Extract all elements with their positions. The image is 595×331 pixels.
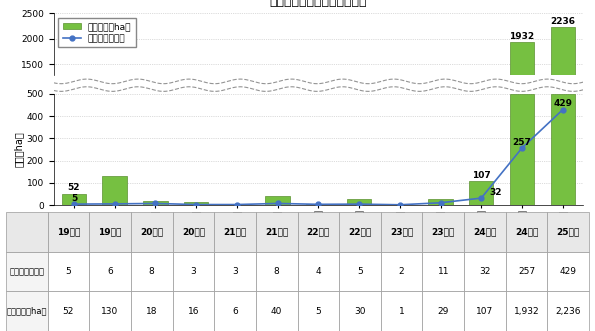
Text: 257: 257 (512, 138, 531, 147)
Bar (550, 27, 575, 141)
Bar (225, 204, 249, 205)
Bar (428, 199, 453, 205)
Text: 1932: 1932 (509, 32, 534, 41)
Legend: 立地面積（ha）, 立地件数（件）: 立地面積（ha）, 立地件数（件） (58, 18, 136, 47)
Text: 429: 429 (553, 99, 572, 108)
Bar (306, 204, 331, 205)
Text: 52: 52 (68, 183, 80, 192)
Y-axis label: （件、ha）: （件、ha） (14, 132, 24, 167)
Bar (550, 94, 575, 205)
Text: 5: 5 (71, 194, 77, 203)
Bar (347, 199, 371, 205)
Text: 32: 32 (489, 188, 502, 197)
Bar (265, 196, 290, 205)
Bar (143, 201, 168, 205)
Bar (102, 176, 127, 205)
Text: 107: 107 (472, 171, 491, 180)
Bar (62, 194, 86, 205)
Bar (510, 94, 534, 205)
Bar (510, 42, 534, 141)
Text: 2236: 2236 (550, 17, 575, 26)
Title: 電気業の工場立地件数の推移: 電気業の工場立地件数の推移 (270, 0, 367, 8)
Bar (469, 181, 493, 205)
Bar (184, 202, 208, 205)
